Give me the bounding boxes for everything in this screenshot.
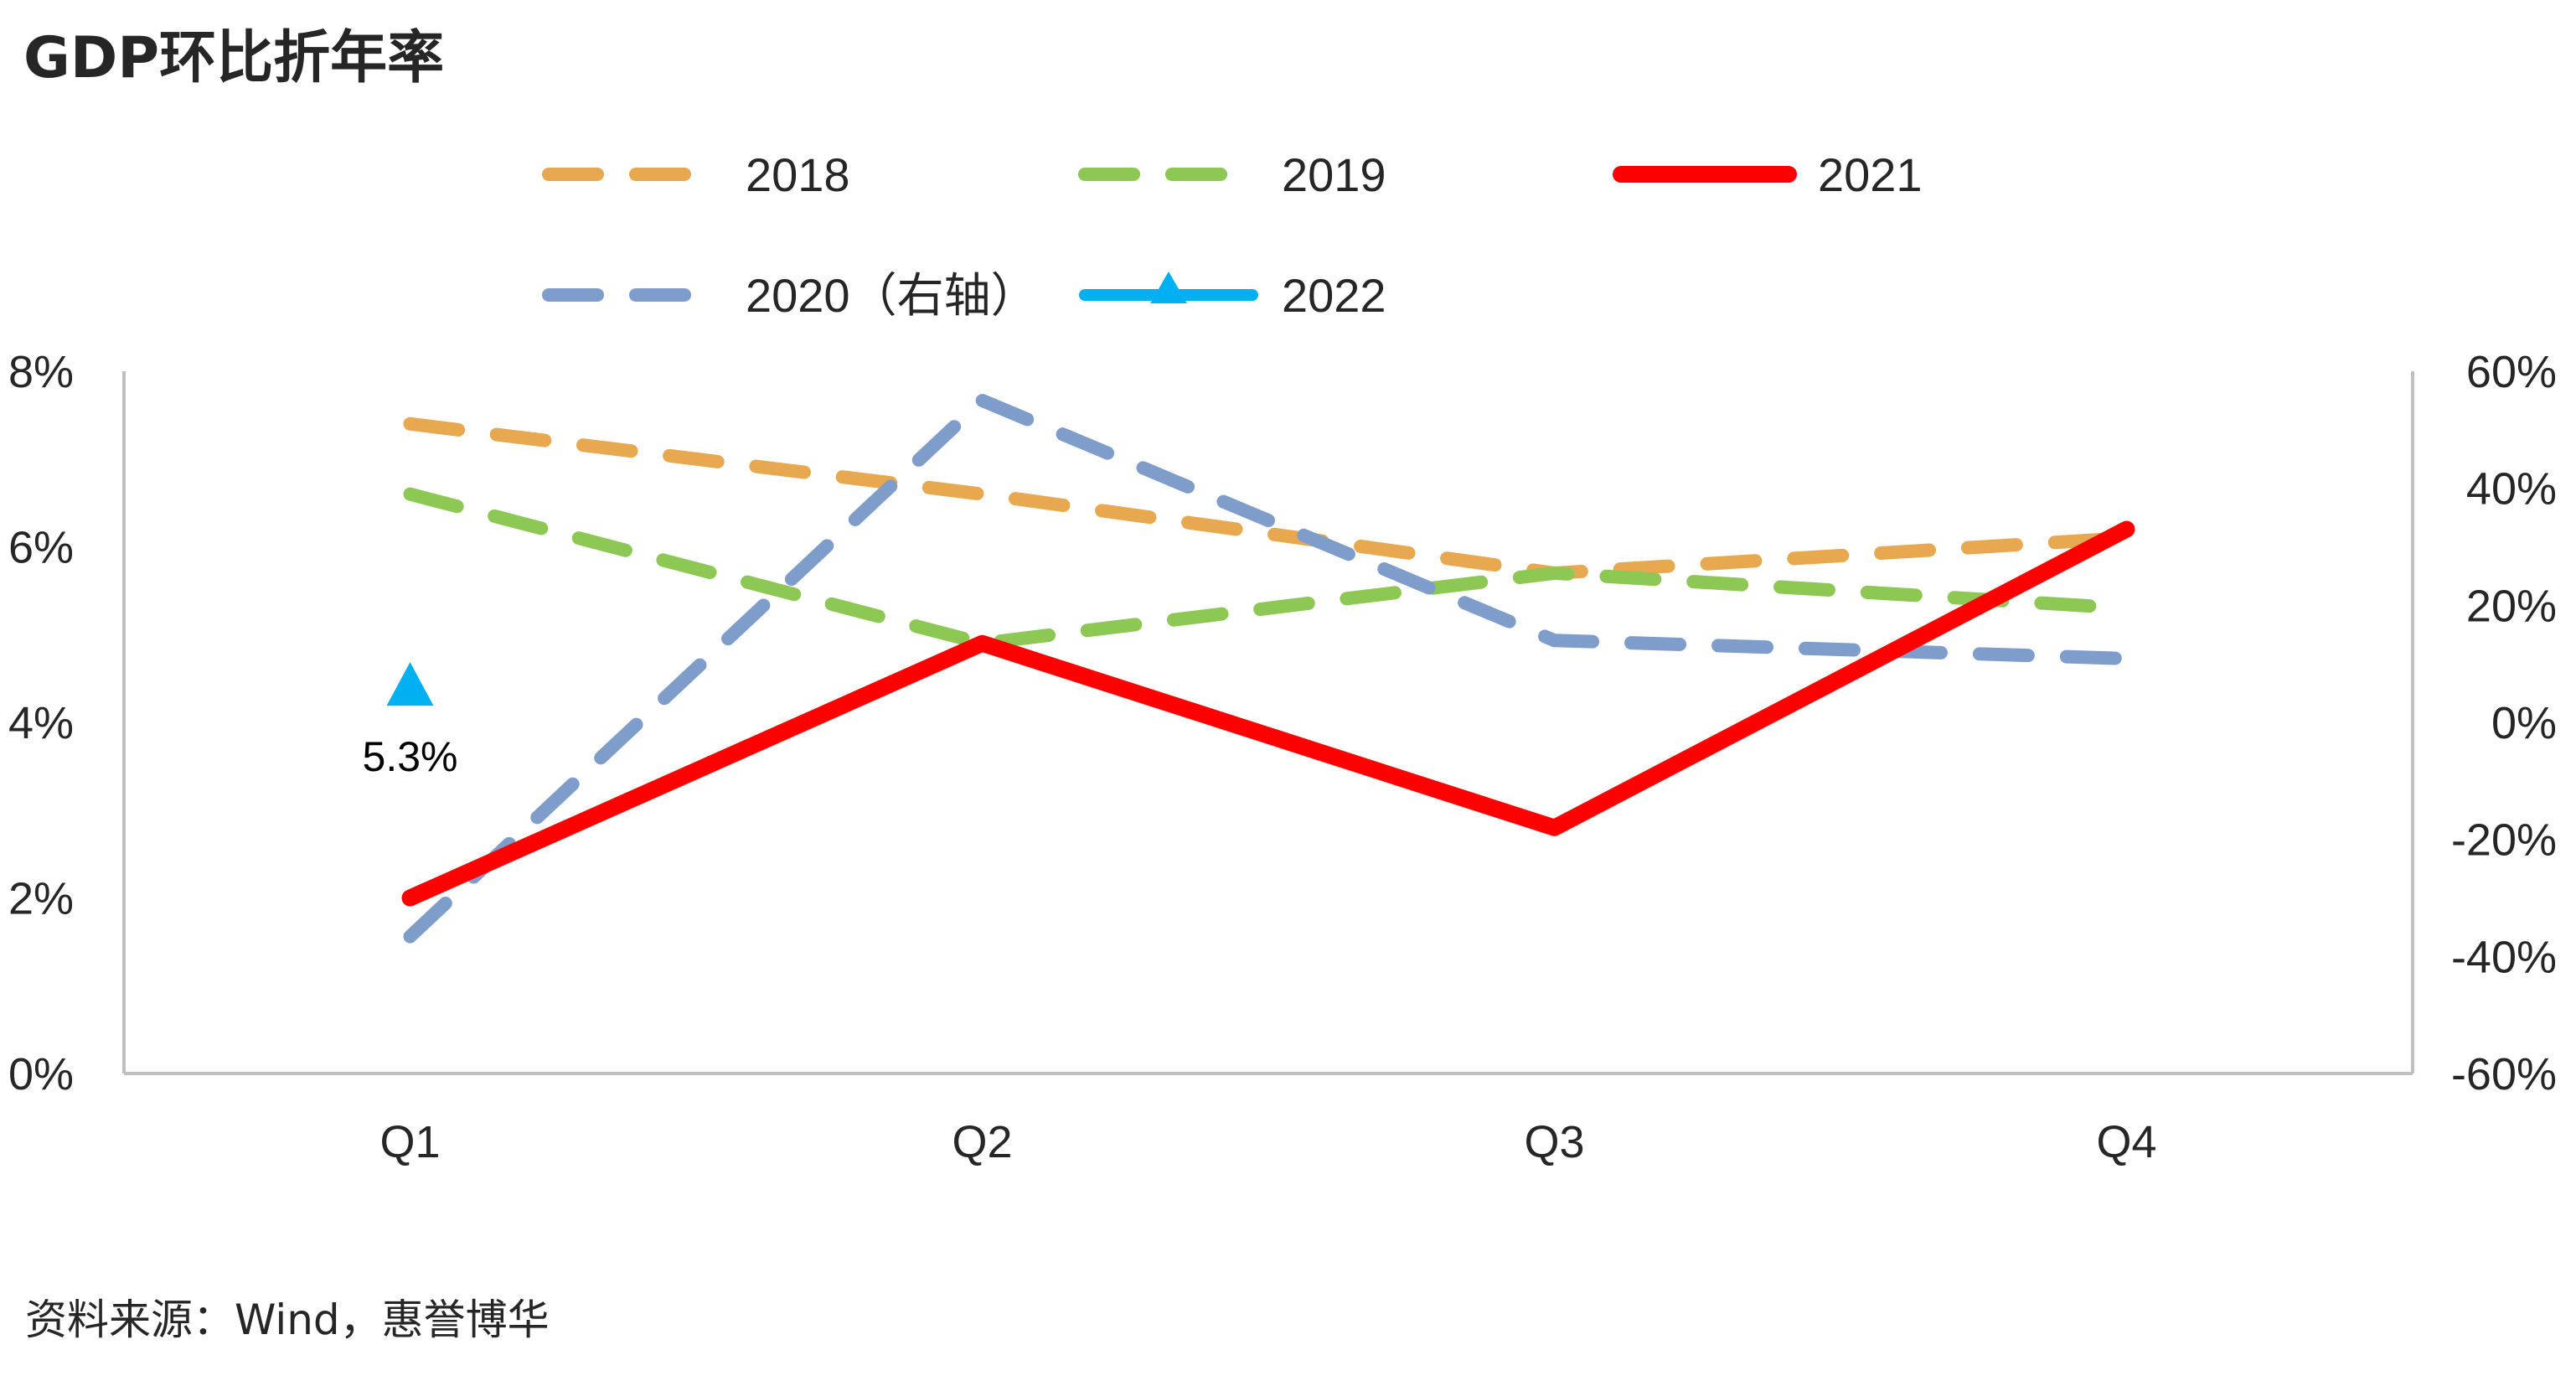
left-axis-ticks: 0% 2% 4% 6% 8%	[8, 347, 74, 1099]
source-note: 资料来源：Wind，惠誉博华	[25, 1296, 550, 1344]
right-tick-label: 0%	[2491, 698, 2557, 748]
series-2020-line	[403, 393, 2134, 944]
chart-title: GDP环比折年率	[23, 25, 444, 91]
legend-label: 2019	[1282, 148, 1386, 201]
right-tick-label: -20%	[2451, 815, 2557, 866]
left-tick-label: 4%	[8, 698, 74, 748]
x-tick-label: Q4	[2096, 1117, 2156, 1167]
legend-label: 2022	[1282, 269, 1386, 322]
legend-marker	[1150, 272, 1187, 303]
left-tick-label: 6%	[8, 523, 74, 573]
legend-item: 2022	[1079, 269, 1386, 322]
left-tick-label: 0%	[8, 1049, 74, 1099]
right-axis-ticks: -60% -40% -20% 0% 20% 40% 60%	[2451, 347, 2557, 1099]
legend-label: 2020（右轴）	[746, 269, 1038, 322]
legend-label: 2021	[1818, 148, 1923, 201]
left-tick-label: 2%	[8, 874, 74, 924]
right-tick-label: -40%	[2451, 932, 2557, 982]
x-tick-label: Q2	[952, 1117, 1012, 1167]
legend-item: 2020（右轴）	[542, 269, 1038, 322]
legend-label: 2018	[746, 148, 850, 201]
series-2022-marker	[386, 662, 434, 706]
legend-item: 2019	[1078, 148, 1386, 201]
series-layer: 5.3%	[363, 393, 2135, 944]
right-tick-label: 60%	[2466, 347, 2557, 397]
legend-item: 2018	[542, 148, 850, 201]
right-tick-label: 40%	[2466, 464, 2557, 515]
series-2018-line	[403, 416, 2134, 580]
series-2021-line	[401, 520, 2135, 907]
right-tick-label: -60%	[2451, 1049, 2557, 1099]
legend: 2018 2019 2021 2020（右轴） 2022	[542, 148, 1923, 322]
left-tick-label: 8%	[8, 347, 74, 397]
data-label: 5.3%	[363, 733, 458, 780]
x-axis-ticks: Q1 Q2 Q3 Q4	[379, 1117, 2156, 1167]
legend-item: 2021	[1613, 148, 1923, 201]
x-tick-label: Q3	[1524, 1117, 1584, 1167]
right-tick-label: 20%	[2466, 581, 2557, 631]
x-tick-label: Q1	[379, 1117, 440, 1167]
series-2019-line	[403, 487, 2134, 650]
